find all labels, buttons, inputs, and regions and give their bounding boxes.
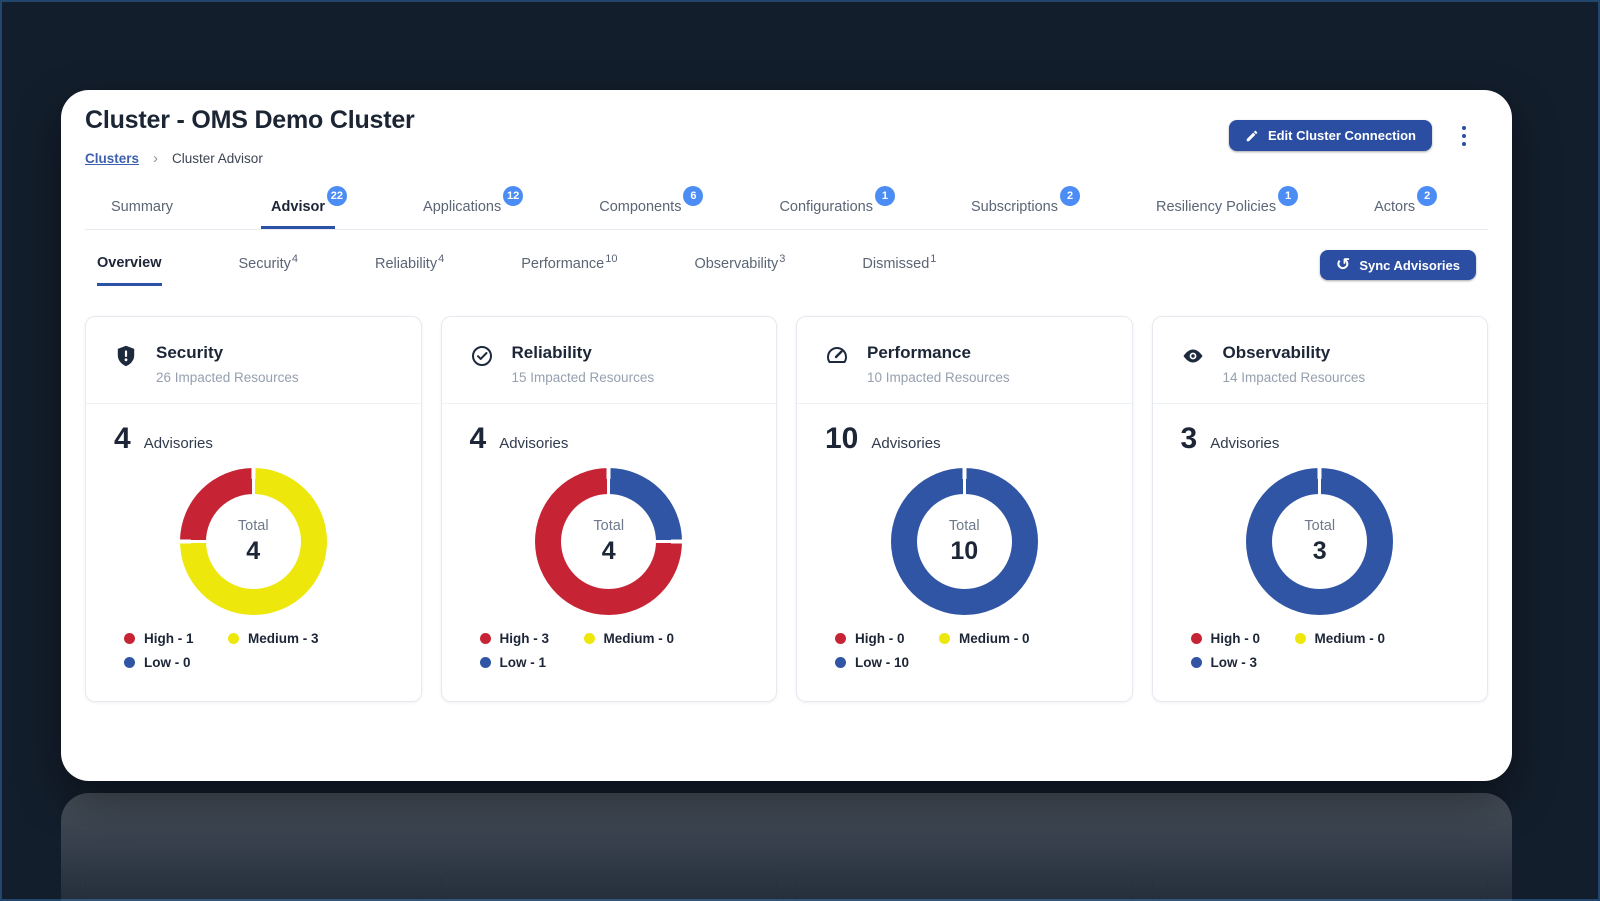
gauge-icon — [827, 347, 847, 363]
edit-cluster-connection-button[interactable]: Edit Cluster Connection — [1228, 120, 1432, 151]
edit-cluster-connection-label: Edit Cluster Connection — [1267, 128, 1416, 143]
legend-item-high: High - 0 — [835, 631, 939, 646]
subtab-security[interactable]: Security4 — [238, 253, 299, 272]
performance-legend: High - 0 Medium - 0 Low - 10 — [797, 617, 1132, 670]
security-legend: High - 1 Medium - 3 Low - 0 — [86, 617, 421, 670]
security-card-title: Security — [156, 343, 224, 362]
medium-dot-icon — [228, 633, 239, 644]
low-dot-icon — [835, 657, 846, 668]
security-impacted-resources: 26 Impacted Resources — [156, 370, 299, 385]
tab-components-badge: 6 — [683, 186, 704, 206]
advisory-summary-cards: Security 26 Impacted Resources 4 Advisor… — [61, 290, 1512, 702]
security-card[interactable]: Security 26 Impacted Resources 4 Advisor… — [85, 316, 422, 702]
performance-card[interactable]: Performance 10 Impacted Resources 10 Adv… — [796, 316, 1133, 702]
reliability-card[interactable]: Reliability 15 Impacted Resources 4 Advi… — [440, 316, 777, 702]
observability-advisories-count: 3 — [1180, 422, 1198, 455]
tab-configurations[interactable]: Configurations 1 — [769, 186, 895, 229]
observability-card[interactable]: Observability 14 Impacted Resources 3 Ad… — [1151, 316, 1488, 702]
reliability-card-title: Reliability — [511, 343, 592, 362]
breadcrumb: Clusters › Cluster Advisor — [85, 150, 415, 167]
sync-advisories-label: Sync Advisories — [1359, 257, 1460, 273]
reliability-legend: High - 3 Medium - 0 Low - 1 — [442, 617, 777, 670]
security-advisories-label: Advisories — [143, 435, 213, 452]
subtab-reliability[interactable]: Reliability4 — [375, 253, 445, 272]
legend-item-low: Low - 3 — [1190, 655, 1295, 670]
legend-item-medium: Medium - 3 — [228, 631, 401, 646]
observability-impacted-resources: 14 Impacted Resources — [1222, 370, 1366, 385]
check-circle-icon — [471, 346, 492, 366]
performance-advisories-label: Advisories — [871, 435, 941, 452]
low-dot-icon — [479, 657, 491, 668]
reliability-donut-chart: Total 4 — [535, 468, 683, 615]
observability-card-title: Observability — [1222, 343, 1331, 362]
reliability-advisories-label: Advisories — [499, 435, 569, 452]
subtab-dismissed[interactable]: Dismissed1 — [862, 253, 937, 272]
security-advisories-count: 4 — [114, 422, 131, 455]
high-dot-icon — [835, 633, 846, 644]
cluster-advisor-panel: Cluster - OMS Demo Cluster Clusters › Cl… — [61, 90, 1512, 781]
tab-actors[interactable]: Actors 2 — [1364, 186, 1438, 229]
tab-applications[interactable]: Applications 12 — [413, 186, 524, 229]
reliability-donut-total: 4 — [601, 536, 616, 565]
medium-dot-icon — [583, 633, 595, 644]
observability-donut-total: 3 — [1312, 536, 1327, 565]
performance-donut-total: 10 — [950, 536, 979, 565]
tab-actors-badge: 2 — [1417, 186, 1438, 206]
legend-item-low: Low - 10 — [835, 655, 939, 670]
subtab-overview[interactable]: Overview — [97, 255, 162, 286]
tab-configurations-badge: 1 — [874, 186, 895, 206]
legend-item-low: Low - 0 — [124, 655, 228, 670]
security-donut-total: 4 — [246, 536, 261, 565]
performance-impacted-resources: 10 Impacted Resources — [867, 370, 1010, 385]
tab-summary[interactable]: Summary — [111, 199, 174, 215]
performance-card-title: Performance — [867, 343, 971, 362]
more-options-kebab-icon[interactable] — [1456, 122, 1472, 150]
tab-applications-badge: 12 — [502, 186, 524, 206]
subtab-performance[interactable]: Performance10 — [521, 253, 618, 272]
tab-resiliency-policies-badge: 1 — [1278, 186, 1299, 206]
medium-dot-icon — [939, 633, 950, 644]
high-dot-icon — [479, 633, 491, 644]
chevron-right-icon: › — [153, 150, 159, 167]
main-tab-bar: Summary Advisor 22 Applications 12 Compo… — [85, 186, 1488, 230]
pencil-icon — [1246, 130, 1258, 141]
tab-subscriptions-badge: 2 — [1060, 186, 1080, 206]
performance-advisories-count: 10 — [825, 422, 859, 455]
legend-item-low: Low - 1 — [479, 655, 584, 670]
observability-legend: High - 0 Medium - 0 Low - 3 — [1153, 617, 1488, 670]
tab-advisor[interactable]: Advisor 22 — [261, 186, 348, 229]
low-dot-icon — [1190, 657, 1202, 668]
high-dot-icon — [124, 633, 135, 644]
panel-header: Cluster - OMS Demo Cluster Clusters › Cl… — [61, 90, 1512, 167]
sync-icon: ↻ — [1336, 254, 1351, 274]
subtab-observability[interactable]: Observability3 — [694, 253, 786, 272]
tab-subscriptions[interactable]: Subscriptions 2 — [961, 186, 1080, 229]
high-dot-icon — [1190, 633, 1202, 644]
medium-dot-icon — [1294, 633, 1306, 644]
observability-donut-chart: Total 3 — [1246, 468, 1394, 615]
legend-item-high: High - 1 — [124, 631, 228, 646]
tab-resiliency-policies[interactable]: Resiliency Policies 1 — [1146, 186, 1299, 229]
legend-item-high: High - 0 — [1190, 631, 1295, 646]
low-dot-icon — [124, 657, 135, 668]
eye-icon — [1183, 349, 1202, 363]
breadcrumb-current: Cluster Advisor — [172, 151, 263, 166]
observability-advisories-label: Advisories — [1210, 435, 1280, 452]
page-title: Cluster - OMS Demo Cluster — [85, 106, 415, 134]
legend-item-medium: Medium - 0 — [583, 631, 757, 646]
tab-advisor-badge: 22 — [326, 186, 348, 206]
security-donut-chart: Total 4 — [179, 468, 327, 615]
shield-exclamation-icon — [117, 345, 135, 367]
legend-item-high: High - 3 — [479, 631, 584, 646]
tab-components[interactable]: Components 6 — [589, 186, 704, 229]
performance-donut-chart: Total 10 — [890, 468, 1038, 615]
sync-advisories-button[interactable]: ↻ Sync Advisories — [1320, 250, 1476, 280]
reliability-impacted-resources: 15 Impacted Resources — [511, 370, 655, 385]
legend-item-medium: Medium - 0 — [939, 631, 1112, 646]
advisor-subtab-bar: Overview Security4 Reliability4 Performa… — [85, 230, 1488, 290]
legend-item-medium: Medium - 0 — [1294, 631, 1468, 646]
breadcrumb-clusters-link[interactable]: Clusters — [85, 151, 140, 166]
reliability-advisories-count: 4 — [469, 422, 487, 455]
